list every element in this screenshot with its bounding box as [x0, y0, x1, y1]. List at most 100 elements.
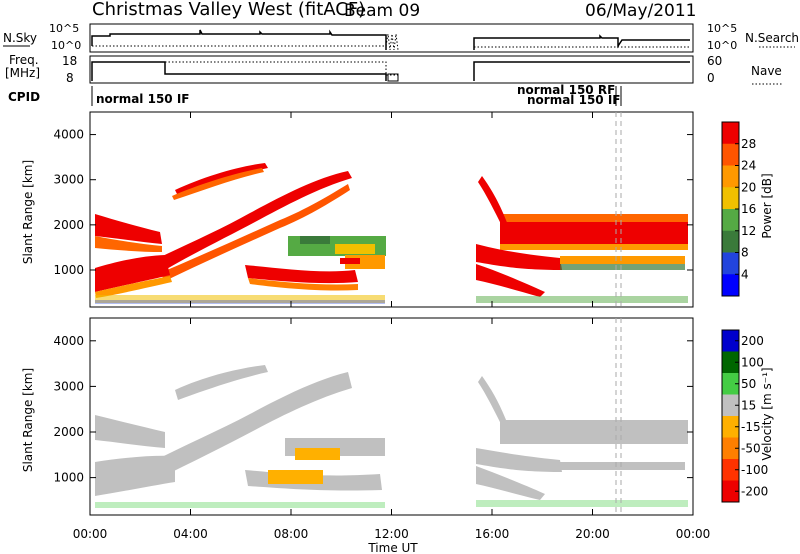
power-y-tick-label: 4000 — [53, 128, 84, 142]
x-tick-label: 16:00 — [475, 527, 510, 541]
velocity-colorbar-tick-label: -200 — [741, 484, 768, 498]
power-echo-band — [500, 244, 688, 250]
beam-label: Beam 09 — [344, 1, 420, 21]
velocity-ylabel: Slant Range [km] — [21, 368, 35, 472]
power-echo-band — [248, 278, 358, 291]
power-y-tick-label: 2000 — [53, 218, 84, 232]
velocity-panel: 1000 2000 3000 4000 — [53, 317, 694, 516]
power-colorbar-tick-label: 12 — [741, 224, 756, 238]
freq-label-line1: Freq. — [9, 53, 39, 67]
power-colorbar-segment — [722, 165, 739, 188]
power-echo-band — [160, 184, 350, 281]
freq-panel: Freq. [MHz] 18 8 60 0 Nave — [5, 53, 782, 85]
power-colorbar-segment — [722, 209, 739, 232]
power-echo-speckle — [95, 295, 385, 303]
power-colorbar-segment — [722, 143, 739, 166]
velocity-colorbar-segment — [722, 480, 739, 503]
power-colorbar-segment — [722, 187, 739, 210]
power-panel: 1000 2000 3000 4000 — [53, 111, 694, 308]
nsearch-label: N.Search — [745, 31, 799, 45]
velocity-colorbar-tick-label: 50 — [741, 377, 756, 391]
power-echo-patch — [560, 264, 685, 270]
power-echo-band — [95, 214, 162, 244]
power-echo-speckle — [476, 296, 688, 303]
velocity-colorbar-tick-label: 15 — [741, 398, 756, 412]
velocity-colorbar-tick-label: -15 — [741, 420, 761, 434]
freq-left-tick-top: 18 — [62, 54, 77, 68]
velocity-colorbar-frame — [721, 329, 740, 503]
power-echo-patch — [335, 244, 375, 254]
power-echo-band — [95, 236, 162, 252]
velocity-echo-layer — [95, 365, 688, 508]
cpid-text-3: normal 150 IF — [527, 93, 621, 107]
plot-title: Christmas Valley West (fitACF) — [92, 0, 365, 20]
x-tick-labels: 00:00 04:00 08:00 12:00 16:00 20:00 00:00 — [73, 527, 711, 541]
noise-left-tick-top: 10^5 — [49, 22, 79, 35]
noise-panel: N.Sky 10^5 10^0 10^5 10^0 N.Search — [3, 22, 799, 53]
velocity-colorbar-segment — [722, 373, 739, 395]
velocity-colorbar: 200 100 50 15 -15 -50 -100 -200 — [721, 329, 768, 503]
power-colorbar-tick-label: 28 — [741, 137, 756, 151]
power-echo-speckle — [95, 300, 385, 304]
velocity-colorbar-segment — [722, 351, 739, 374]
power-echo-band — [150, 171, 352, 273]
velocity-echo-band — [95, 455, 175, 496]
velocity-echo-patch — [268, 470, 323, 484]
power-colorbar-tick-label: 8 — [741, 246, 749, 260]
noise-panel-frame — [89, 23, 694, 53]
velocity-y-tick-label: 2000 — [53, 425, 84, 439]
cpid-label: CPID — [8, 90, 40, 104]
velocity-colorbar-segment — [722, 330, 739, 352]
power-colorbar-tick-label: 24 — [741, 159, 756, 173]
x-tick-label: 00:00 — [73, 527, 108, 541]
x-tick-label: 08:00 — [274, 527, 309, 541]
velocity-colorbar-segment — [722, 437, 739, 460]
power-echo-band — [95, 255, 170, 292]
cpid-panel: CPID normal 150 IF normal 150 RF normal … — [8, 83, 622, 107]
velocity-colorbar-tick-label: 200 — [741, 334, 764, 348]
velocity-frame — [89, 317, 694, 516]
power-echo-band — [95, 276, 172, 298]
freq-label-line2: [MHz] — [5, 66, 40, 80]
velocity-echo-patch — [560, 462, 685, 470]
power-axes: 1000 2000 3000 4000 — [53, 111, 694, 308]
power-echo-band — [500, 222, 688, 244]
freq-left-tick-bottom: 8 — [66, 71, 74, 85]
velocity-y-tick-label: 4000 — [53, 334, 84, 348]
velocity-echo-band — [175, 365, 268, 400]
velocity-colorbar-label: Velocity [m s⁻¹] — [760, 367, 774, 460]
power-colorbar-tick-label: 4 — [741, 267, 749, 281]
power-colorbar-tick-label: 16 — [741, 202, 756, 216]
power-echo-band — [476, 264, 545, 297]
freq-trace-b — [473, 61, 690, 81]
velocity-colorbar-tick-label: 100 — [741, 355, 764, 369]
cpid-text-1: normal 150 IF — [96, 92, 190, 106]
nsky-trace-b — [473, 34, 690, 50]
velocity-colorbar-tick-label: -100 — [741, 463, 768, 477]
power-colorbar-segment — [722, 274, 739, 297]
noise-right-tick-bottom: 10^0 — [707, 39, 737, 52]
velocity-colorbar-segment — [722, 416, 739, 438]
power-colorbar: 4 8 12 16 20 24 28 — [721, 121, 756, 297]
velocity-echo-band — [476, 466, 545, 500]
x-tick-label: 20:00 — [575, 527, 610, 541]
power-y-tick-label: 1000 — [53, 263, 84, 277]
velocity-y-tick-label: 1000 — [53, 471, 84, 485]
date-label: 06/May/2011 — [585, 1, 697, 21]
power-echo-layer — [95, 163, 688, 304]
velocity-colorbar-tick-label: -50 — [741, 441, 761, 455]
x-tick-label: 00:00 — [676, 527, 711, 541]
velocity-axes: 1000 2000 3000 4000 — [53, 317, 694, 516]
power-colorbar-tick-label: 20 — [741, 180, 756, 194]
power-echo-band — [476, 244, 562, 270]
power-echo-patch — [340, 258, 360, 264]
velocity-echo-speckle — [476, 500, 688, 507]
velocity-echo-band — [150, 372, 352, 478]
nsky-label: N.Sky — [3, 31, 37, 45]
x-tick-label: 12:00 — [374, 527, 409, 541]
power-colorbar-segment — [722, 122, 739, 145]
velocity-echo-band — [95, 415, 165, 448]
power-ylabel: Slant Range [km] — [21, 160, 35, 264]
power-colorbar-label: Power [dB] — [760, 173, 774, 238]
